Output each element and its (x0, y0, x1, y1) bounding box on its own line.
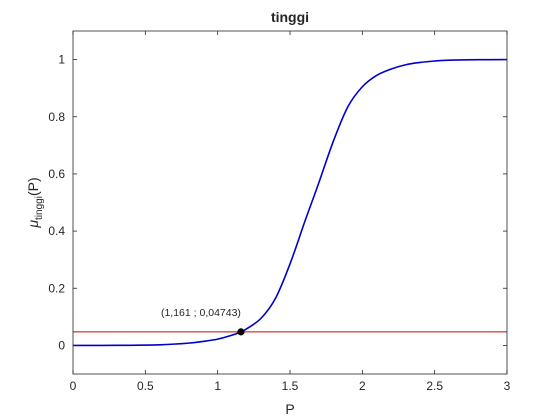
plot-area (73, 31, 507, 374)
y-tick-label: 0.4 (48, 224, 65, 238)
x-tick-label: 1.5 (282, 379, 299, 393)
x-tick-label: 0 (70, 379, 77, 393)
intersection-annotation: (1,161 ; 0,04743) (161, 307, 241, 319)
x-tick-label: 3 (504, 379, 511, 393)
y-tick-label: 0.6 (48, 167, 65, 181)
x-tick-label: 1 (214, 379, 221, 393)
y-tick-label: 0.8 (48, 110, 65, 124)
x-tick-label: 0.5 (137, 379, 154, 393)
chart-title: tinggi (271, 9, 309, 25)
y-axis-ticks: 0 0.2 0.4 0.6 0.8 1 (48, 53, 507, 352)
y-axis-label: μtinggi(P) (25, 177, 45, 228)
x-axis-label: P (285, 401, 294, 417)
y-axis-label-subscript: tinggi (34, 196, 45, 220)
y-tick-label: 0 (58, 338, 65, 352)
y-tick-label: 1 (58, 53, 65, 67)
y-axis-label-arg: (P) (25, 177, 41, 196)
x-tick-label: 2 (359, 379, 366, 393)
x-tick-label: 2.5 (426, 379, 443, 393)
x-axis-ticks: 0 0.5 1 1.5 2 2.5 3 (70, 31, 511, 393)
membership-curve (72, 58, 508, 347)
intersection-marker (237, 328, 245, 336)
y-axis-label-mu: μ (25, 220, 41, 229)
y-tick-label: 0.2 (48, 281, 65, 295)
